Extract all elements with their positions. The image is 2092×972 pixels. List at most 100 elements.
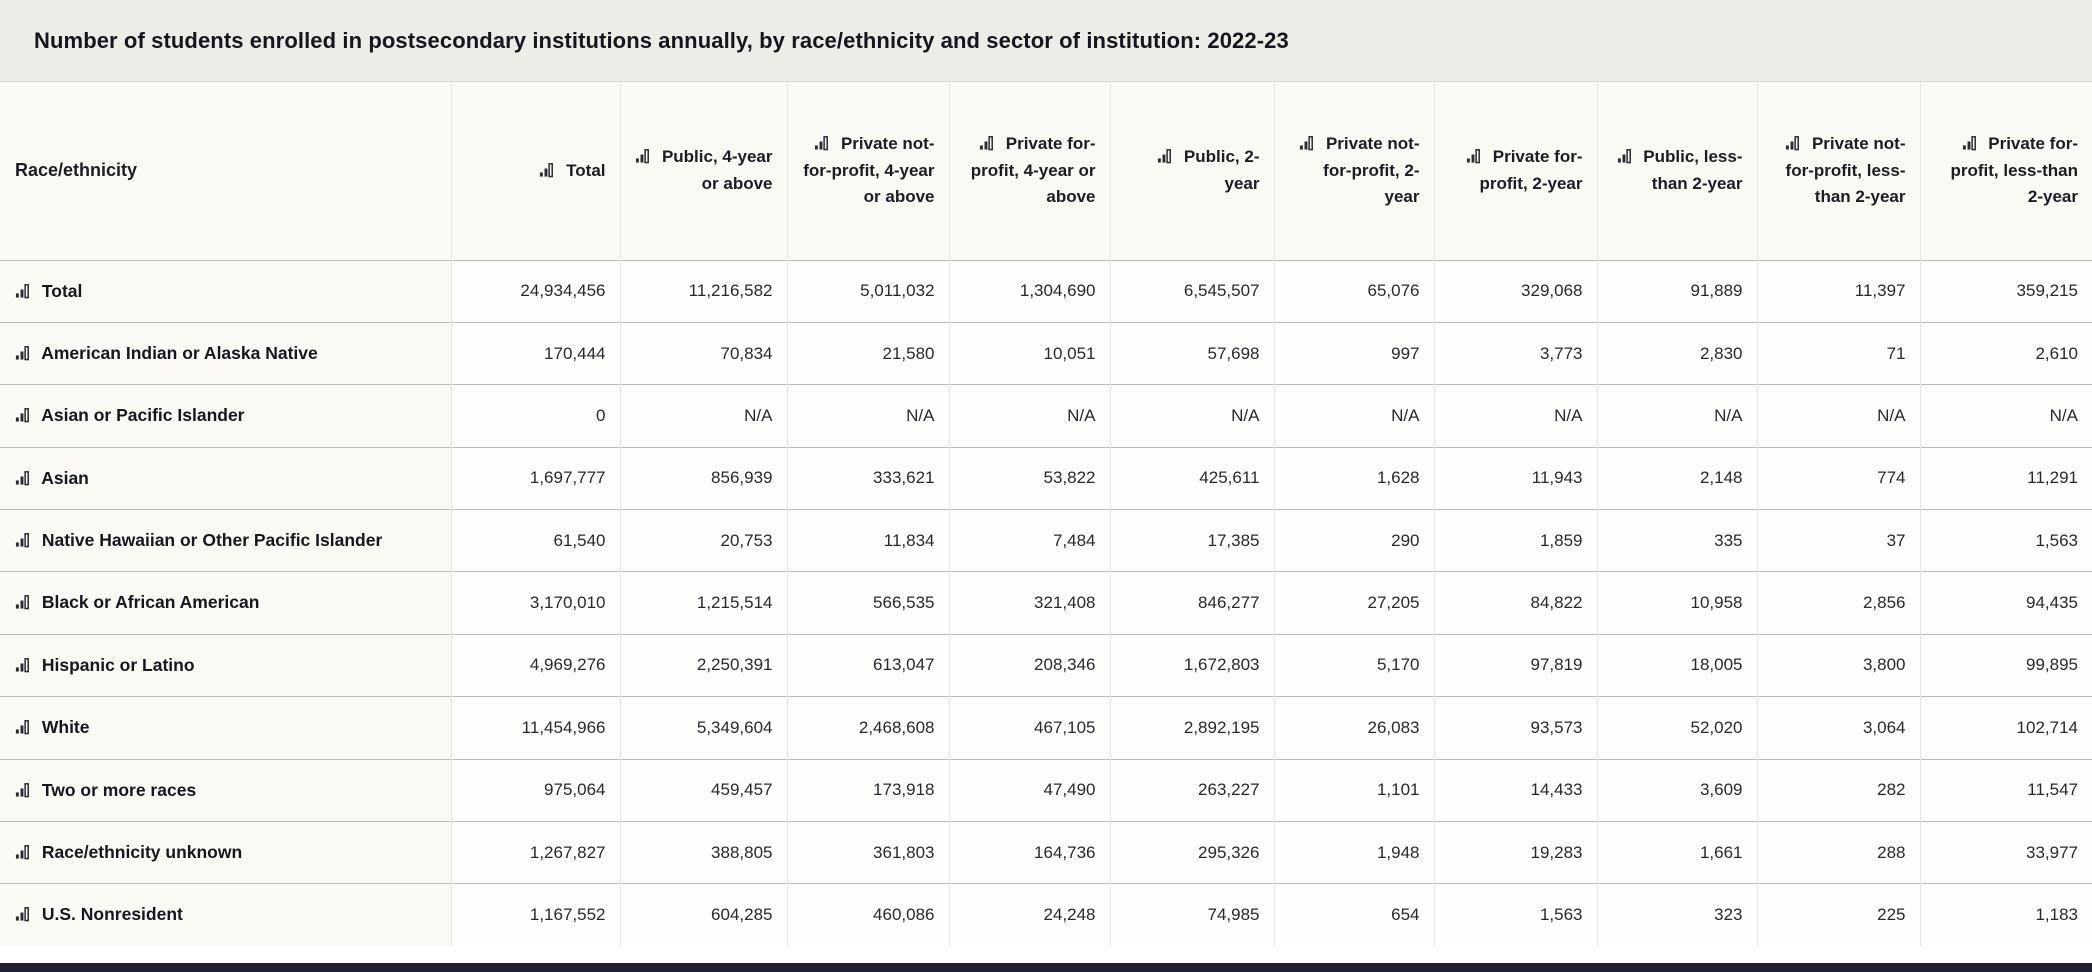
data-cell: 11,397 xyxy=(1757,260,1921,323)
row-label-text: Native Hawaiian or Other Pacific Islande… xyxy=(37,530,383,550)
data-cell: 37 xyxy=(1757,509,1921,572)
data-cell: 333,621 xyxy=(787,447,950,510)
data-cell: 361,803 xyxy=(787,821,950,884)
bar-chart-icon[interactable] xyxy=(15,842,37,862)
bar-chart-icon[interactable] xyxy=(15,717,37,737)
bar-chart-icon[interactable] xyxy=(539,161,561,180)
bar-chart-icon[interactable] xyxy=(1299,134,1321,153)
data-cell: N/A xyxy=(1110,384,1275,448)
data-cell: 99,895 xyxy=(1920,634,2092,697)
column-header-label: Public, 2-year xyxy=(1179,147,1260,193)
data-cell: 460,086 xyxy=(787,883,950,946)
column-header: Private for-profit, 4-year or above xyxy=(949,82,1111,260)
column-header: Private for-profit, 2-year xyxy=(1434,82,1598,260)
data-cell: 1,167,552 xyxy=(451,883,621,946)
data-cell: 24,934,456 xyxy=(451,260,621,323)
data-cell: 18,005 xyxy=(1597,634,1758,697)
data-cell: 102,714 xyxy=(1920,696,2092,759)
bar-chart-icon[interactable] xyxy=(15,468,37,488)
data-cell: N/A xyxy=(787,384,950,448)
table-row: American Indian or Alaska Native 170,444 7… xyxy=(0,322,2092,385)
data-cell: N/A xyxy=(1434,384,1598,448)
data-cell: 1,859 xyxy=(1434,509,1598,572)
bar-chart-icon[interactable] xyxy=(1962,134,1984,153)
column-header-label: Private not-for-profit, 2-year xyxy=(1321,134,1420,206)
row-label-text: Race/ethnicity unknown xyxy=(37,841,243,862)
table-row: Race/ethnicity unknown 1,267,827 388,805 36… xyxy=(0,821,2092,884)
bar-chart-icon[interactable] xyxy=(15,530,37,550)
data-cell: 1,563 xyxy=(1434,883,1598,946)
data-cell: 1,661 xyxy=(1597,821,1758,884)
data-cell: 425,611 xyxy=(1110,447,1275,510)
bar-chart-icon[interactable] xyxy=(15,592,37,612)
row-label: Native Hawaiian or Other Pacific Islande… xyxy=(0,509,452,572)
data-cell: N/A xyxy=(949,384,1111,448)
column-header-label: Private for-profit, 2-year xyxy=(1479,147,1583,193)
data-cell: 1,672,803 xyxy=(1110,634,1275,697)
row-label: Two or more races xyxy=(0,759,452,822)
data-cell: 2,148 xyxy=(1597,447,1758,510)
data-cell: 856,939 xyxy=(620,447,788,510)
data-cell: 359,215 xyxy=(1920,260,2092,323)
row-label: Asian or Pacific Islander xyxy=(0,384,452,448)
data-cell: 65,076 xyxy=(1274,260,1435,323)
bar-chart-icon[interactable] xyxy=(15,655,37,675)
data-cell: 323 xyxy=(1597,883,1758,946)
data-cell: 53,822 xyxy=(949,447,1111,510)
data-cell: 654 xyxy=(1274,883,1435,946)
data-cell: 11,216,582 xyxy=(620,260,788,323)
data-cell: 11,454,966 xyxy=(451,696,621,759)
page-title: Number of students enrolled in postsecon… xyxy=(34,27,1289,53)
column-header: Total xyxy=(451,82,621,260)
data-cell: 997 xyxy=(1274,322,1435,385)
column-header: Public, 4-year or above xyxy=(620,82,788,260)
title-bar: Number of students enrolled in postsecon… xyxy=(0,0,2092,82)
data-cell: 170,444 xyxy=(451,322,621,385)
data-cell: 282 xyxy=(1757,759,1921,822)
bar-chart-icon[interactable] xyxy=(814,134,836,153)
data-cell: 1,563 xyxy=(1920,509,2092,572)
data-cell: 2,250,391 xyxy=(620,634,788,697)
data-cell: 263,227 xyxy=(1110,759,1275,822)
bar-chart-icon[interactable] xyxy=(15,405,37,425)
row-label: Asian xyxy=(0,447,452,510)
data-cell: 14,433 xyxy=(1434,759,1598,822)
data-cell: 604,285 xyxy=(620,883,788,946)
data-cell: 33,977 xyxy=(1920,821,2092,884)
data-cell: 613,047 xyxy=(787,634,950,697)
data-cell: 6,545,507 xyxy=(1110,260,1275,323)
bar-chart-icon[interactable] xyxy=(979,134,1001,153)
bar-chart-icon[interactable] xyxy=(1785,134,1807,153)
data-cell: N/A xyxy=(1274,384,1435,448)
table-row: U.S. Nonresident 1,167,552 604,285 460,086 2… xyxy=(0,883,2092,946)
data-cell: 388,805 xyxy=(620,821,788,884)
data-cell: 846,277 xyxy=(1110,571,1275,635)
data-cell: 1,304,690 xyxy=(949,260,1111,323)
data-cell: 335 xyxy=(1597,509,1758,572)
column-header-label: Total xyxy=(561,160,606,180)
data-cell: 774 xyxy=(1757,447,1921,510)
data-cell: 0 xyxy=(451,384,621,448)
data-cell: 329,068 xyxy=(1434,260,1598,323)
data-cell: 74,985 xyxy=(1110,883,1275,946)
bar-chart-icon[interactable] xyxy=(15,904,37,924)
bar-chart-icon[interactable] xyxy=(1466,147,1488,166)
data-cell: 10,958 xyxy=(1597,571,1758,635)
row-label-text: U.S. Nonresident xyxy=(37,904,183,925)
data-cell: N/A xyxy=(1757,384,1921,448)
data-cell: 288 xyxy=(1757,821,1921,884)
data-cell: 2,610 xyxy=(1920,322,2092,385)
table-row: Asian 1,697,777 856,939 333,621 53,822 425,61… xyxy=(0,447,2092,510)
bar-chart-icon[interactable] xyxy=(15,780,37,800)
data-cell: 5,349,604 xyxy=(620,696,788,759)
data-cell: 11,834 xyxy=(787,509,950,572)
data-cell: 2,892,195 xyxy=(1110,696,1275,759)
data-cell: 11,547 xyxy=(1920,759,2092,822)
bar-chart-icon[interactable] xyxy=(15,343,37,363)
bar-chart-icon[interactable] xyxy=(635,147,657,166)
bar-chart-icon[interactable] xyxy=(1617,147,1639,166)
bar-chart-icon[interactable] xyxy=(1157,147,1179,166)
data-cell: 52,020 xyxy=(1597,696,1758,759)
bar-chart-icon[interactable] xyxy=(15,281,37,301)
data-cell: 7,484 xyxy=(949,509,1111,572)
